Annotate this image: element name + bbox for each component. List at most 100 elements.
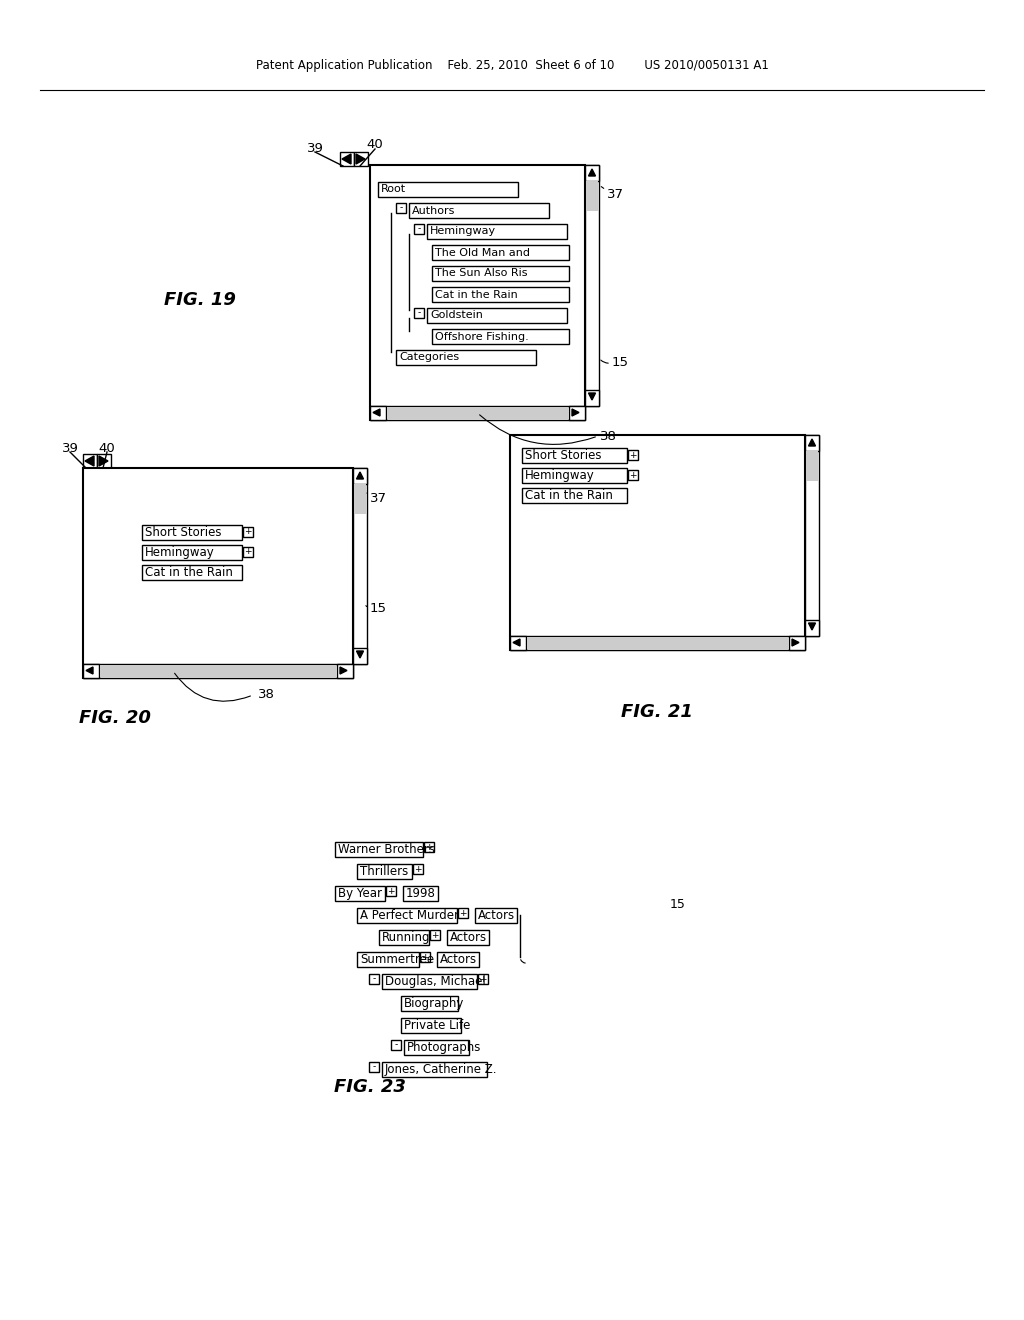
Bar: [585, 389, 599, 407]
Bar: [447, 931, 489, 945]
Text: -: -: [418, 224, 421, 234]
Bar: [354, 152, 368, 166]
Text: -: -: [399, 203, 402, 213]
Bar: [353, 469, 367, 484]
Text: Hemingway: Hemingway: [430, 227, 496, 236]
Polygon shape: [589, 169, 596, 176]
Bar: [404, 1040, 469, 1055]
Bar: [83, 469, 353, 678]
Bar: [522, 447, 627, 463]
Text: 1998: 1998: [406, 887, 436, 900]
Bar: [391, 1040, 401, 1049]
Bar: [354, 484, 366, 513]
Bar: [478, 974, 488, 983]
Text: Summertree: Summertree: [360, 953, 434, 966]
Bar: [335, 886, 385, 902]
Polygon shape: [809, 440, 815, 446]
Text: Warner Brothers: Warner Brothers: [338, 843, 435, 855]
Text: +: +: [245, 528, 252, 536]
Bar: [403, 886, 438, 902]
Text: Hemingway: Hemingway: [525, 469, 595, 482]
Bar: [413, 865, 423, 874]
Text: FIG. 21: FIG. 21: [622, 704, 693, 721]
Polygon shape: [373, 409, 380, 416]
Text: 38: 38: [600, 429, 616, 442]
Bar: [353, 648, 367, 664]
Bar: [401, 997, 458, 1011]
Polygon shape: [356, 154, 365, 164]
Polygon shape: [572, 409, 579, 416]
Bar: [585, 165, 599, 407]
Polygon shape: [99, 455, 108, 466]
Text: -: -: [373, 974, 376, 983]
Text: Actors: Actors: [440, 953, 477, 966]
Text: 15: 15: [670, 899, 686, 912]
Text: 40: 40: [98, 441, 116, 454]
Bar: [369, 1063, 379, 1072]
Text: +: +: [245, 548, 252, 557]
Polygon shape: [86, 667, 93, 675]
Bar: [805, 436, 819, 451]
Bar: [424, 842, 434, 851]
Bar: [420, 952, 430, 962]
Bar: [357, 865, 412, 879]
Bar: [83, 664, 99, 678]
Bar: [432, 329, 569, 345]
Bar: [340, 152, 354, 166]
Text: Photographs: Photographs: [407, 1041, 481, 1053]
Bar: [335, 842, 423, 857]
Text: 40: 40: [367, 139, 383, 152]
Bar: [586, 181, 598, 211]
Bar: [387, 407, 568, 418]
Bar: [805, 620, 819, 636]
Text: -: -: [394, 1040, 397, 1049]
Bar: [382, 1063, 487, 1077]
Bar: [432, 286, 569, 302]
Text: Goldstein: Goldstein: [430, 310, 483, 321]
Text: The Old Man and: The Old Man and: [435, 248, 530, 257]
Text: -: -: [418, 309, 421, 318]
Bar: [414, 224, 424, 234]
Text: FIG. 19: FIG. 19: [164, 290, 236, 309]
Bar: [628, 470, 638, 480]
Polygon shape: [356, 473, 364, 479]
Bar: [790, 636, 805, 649]
Bar: [430, 931, 440, 940]
Text: By Year: By Year: [338, 887, 382, 900]
Bar: [386, 886, 396, 896]
Bar: [569, 407, 585, 420]
Text: FIG. 20: FIG. 20: [79, 709, 151, 727]
Bar: [357, 908, 457, 923]
Text: Actors: Actors: [450, 931, 487, 944]
Bar: [83, 664, 353, 678]
Text: Running: Running: [382, 931, 430, 944]
Text: The Sun Also Ris: The Sun Also Ris: [435, 268, 527, 279]
Text: Douglas, Michael: Douglas, Michael: [385, 975, 485, 987]
Text: -: -: [373, 1063, 376, 1072]
Bar: [432, 246, 569, 260]
Bar: [100, 665, 336, 677]
Bar: [409, 203, 549, 218]
Text: 39: 39: [306, 141, 324, 154]
Text: +: +: [630, 470, 637, 479]
Bar: [401, 1018, 461, 1034]
Text: Patent Application Publication    Feb. 25, 2010  Sheet 6 of 10        US 2010/00: Patent Application Publication Feb. 25, …: [256, 58, 768, 71]
Text: +: +: [425, 842, 433, 851]
Bar: [432, 267, 569, 281]
Bar: [806, 451, 818, 480]
Text: +: +: [479, 974, 486, 983]
Bar: [458, 908, 468, 917]
Polygon shape: [340, 667, 347, 675]
Bar: [379, 931, 429, 945]
Text: 38: 38: [258, 689, 274, 701]
Text: Root: Root: [381, 185, 407, 194]
Text: Authors: Authors: [412, 206, 456, 215]
Bar: [427, 308, 567, 323]
Bar: [353, 469, 367, 664]
Text: Cat in the Rain: Cat in the Rain: [525, 488, 613, 502]
Bar: [396, 203, 406, 213]
Text: A Perfect Murder: A Perfect Murder: [360, 909, 459, 921]
Bar: [243, 527, 253, 537]
Bar: [522, 469, 627, 483]
Polygon shape: [809, 623, 815, 630]
